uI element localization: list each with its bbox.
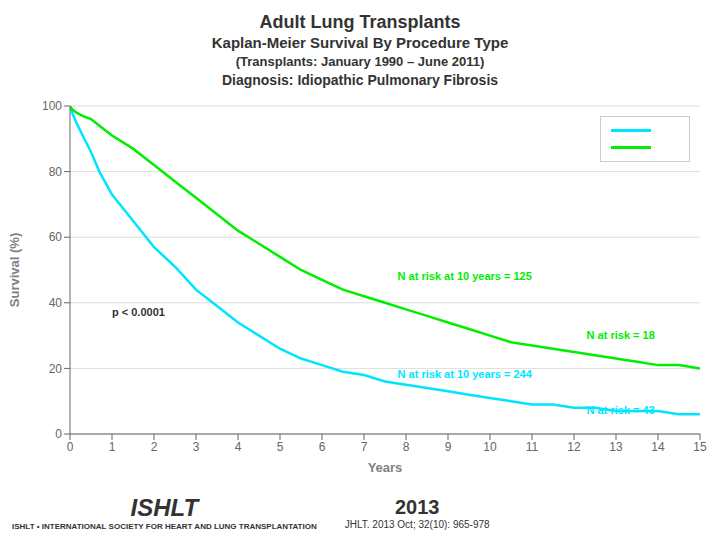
svg-text:p < 0.0001: p < 0.0001	[112, 306, 165, 318]
svg-text:3: 3	[193, 440, 200, 454]
svg-text:5: 5	[277, 440, 284, 454]
svg-text:N at risk at 10 years = 125: N at risk at 10 years = 125	[398, 270, 532, 282]
html-text:Diagnosis: Idiopathic Pulmonar: Diagnosis: Idiopathic Pulmonary Fibrosis	[221, 71, 499, 88]
svg-text:80: 80	[49, 165, 63, 179]
svg-text:12: 12	[567, 440, 581, 454]
svg-text:60: 60	[49, 230, 63, 244]
svg-text:4: 4	[235, 440, 242, 454]
svg-text:2: 2	[151, 440, 158, 454]
svg-text:7: 7	[361, 440, 368, 454]
svg-text:9: 9	[445, 440, 452, 454]
svg-text:13: 13	[609, 440, 623, 454]
svg-text:N at risk at 10 years = 244: N at risk at 10 years = 244	[398, 368, 533, 380]
svg-text:N at risk = 43: N at risk = 43	[587, 404, 655, 416]
svg-text:100: 100	[42, 99, 62, 113]
svg-text:0: 0	[67, 440, 74, 454]
svg-text:15: 15	[693, 440, 707, 454]
html-text:(Transplants: January 1990 – J: (Transplants: January 1990 – June 2011)	[235, 53, 485, 69]
svg-text:0: 0	[55, 427, 62, 441]
svg-text:1: 1	[109, 440, 116, 454]
html-text:ISHLT • INTERNATIONAL SOCIETY: ISHLT • INTERNATIONAL SOCIETY FOR HEART …	[12, 521, 317, 531]
svg-text:8: 8	[403, 440, 410, 454]
html-text:2013: 2013	[394, 495, 440, 518]
html-text:Adult Lung Transplants: Adult Lung Transplants	[259, 11, 461, 32]
svg-text:10: 10	[483, 440, 497, 454]
html-text:ISHLT: ISHLT	[130, 493, 199, 521]
svg-text:N at risk = 18: N at risk = 18	[587, 329, 655, 341]
html-text:Kaplan-Meier Survival By Proce: Kaplan-Meier Survival By Procedure Type	[211, 33, 509, 51]
svg-text:14: 14	[651, 440, 665, 454]
svg-text:20: 20	[49, 362, 63, 376]
svg-text:11: 11	[526, 440, 539, 454]
svg-text:Survival (%): Survival (%)	[8, 233, 22, 307]
svg-text:Years: Years	[368, 460, 403, 475]
svg-text:40: 40	[49, 296, 63, 310]
html-text:JHLT. 2013 Oct; 32(10): 965-97: JHLT. 2013 Oct; 32(10): 965-978	[344, 518, 490, 530]
svg-text:6: 6	[319, 440, 326, 454]
